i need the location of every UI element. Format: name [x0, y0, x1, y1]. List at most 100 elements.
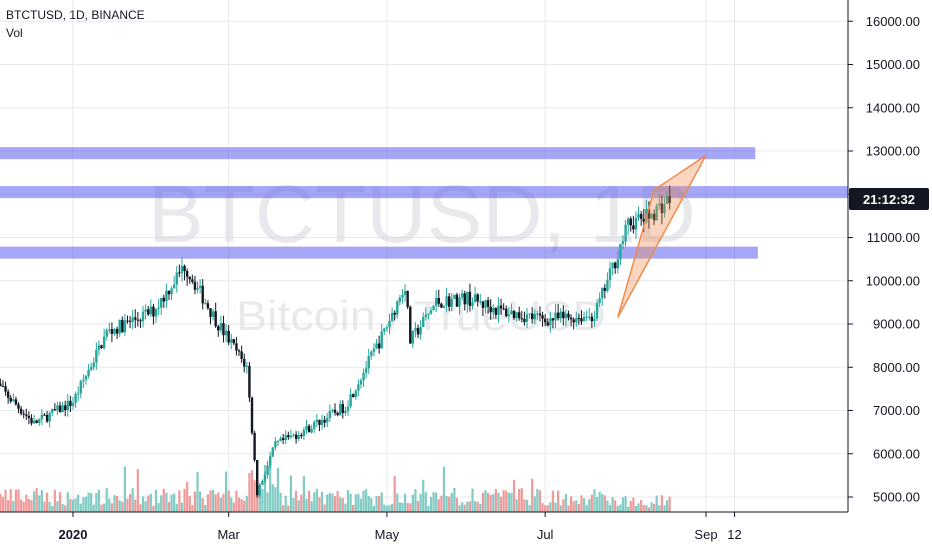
candle-body [590, 316, 594, 322]
candle-body [289, 435, 293, 438]
volume-bar [614, 500, 617, 512]
horizontal-zone[interactable] [0, 246, 758, 259]
volume-bar [253, 480, 256, 512]
volume-bar [354, 494, 357, 512]
candle-body [401, 295, 404, 298]
volume-bar [310, 501, 313, 512]
volume-bar [499, 496, 503, 512]
horizontal-zones[interactable] [0, 147, 848, 259]
volume-bar [484, 490, 487, 512]
volume-bar [40, 490, 43, 512]
volume-bar [53, 489, 56, 512]
candle-body [637, 213, 640, 218]
candle-body [35, 420, 38, 423]
candle-body [123, 320, 127, 333]
candle-body [370, 351, 373, 356]
candle-body [380, 331, 383, 349]
candlestick-series[interactable] [0, 185, 671, 498]
volume-bar [118, 500, 121, 512]
candle-body [240, 351, 243, 359]
volume-bar [608, 504, 612, 512]
volume-bar [640, 499, 643, 512]
candle-body [616, 259, 619, 269]
candle-body [76, 393, 80, 395]
symbol-title[interactable]: BTCTUSD, 1D, BINANCE [6, 8, 145, 22]
volume-bar [575, 500, 578, 512]
candle-body [175, 272, 178, 285]
volume-indicator-label[interactable]: Vol [6, 26, 23, 40]
price-tick-label: 7000.00 [873, 403, 920, 418]
wedge-drawing[interactable] [617, 154, 707, 318]
candle-body [230, 339, 233, 343]
candle-body [442, 305, 446, 308]
volume-bar [230, 497, 233, 512]
volume-bar [258, 493, 261, 512]
candle-body [1, 385, 5, 387]
candle-body [12, 399, 15, 402]
volume-bar [595, 497, 599, 512]
candle-body [634, 217, 638, 230]
candle-body [9, 397, 12, 402]
candle-body [320, 419, 324, 425]
volume-bar [557, 490, 560, 512]
candle-body [32, 420, 36, 424]
candle-body [512, 310, 516, 319]
volume-bar [295, 490, 298, 512]
volume-bar [481, 492, 484, 512]
volume-bar [357, 493, 360, 512]
volume-bar [128, 494, 132, 512]
candle-body [575, 318, 578, 323]
candle-body [198, 285, 202, 288]
volume-bar [20, 499, 23, 512]
candle-body [606, 279, 609, 291]
candle-body [476, 294, 479, 302]
horizontal-zone[interactable] [0, 147, 756, 160]
wedge-shape[interactable] [617, 154, 707, 318]
candle-body [331, 409, 334, 411]
candle-body [450, 298, 453, 307]
candle-body [297, 435, 300, 439]
candle-body [437, 297, 440, 304]
volume-bar [665, 500, 669, 512]
volume-bar [305, 498, 308, 512]
volume-bar [515, 499, 518, 512]
volume-bar [474, 501, 477, 512]
price-axis[interactable]: 5000.00 6000.00 7000.00 8000.00 9000.00 10000… [847, 0, 929, 512]
candle-body [232, 339, 236, 344]
candle-body [287, 435, 290, 438]
candle-body [390, 312, 394, 321]
volume-bar [634, 506, 638, 512]
volume-bar [396, 493, 399, 512]
volume-bar [453, 487, 456, 512]
candle-body [569, 317, 573, 320]
candle-body [110, 329, 114, 334]
time-axis[interactable]: 2020 Mar May Jul Sep 12 [0, 511, 848, 542]
price-tick-label: 16000.00 [866, 14, 920, 29]
candle-body [642, 218, 645, 222]
candle-body [115, 328, 119, 334]
candle-body [603, 287, 607, 291]
candle-body [492, 308, 495, 313]
volume-bar [300, 494, 303, 512]
volume-bar [341, 498, 344, 512]
candle-body [45, 414, 49, 422]
candle-body [261, 480, 264, 485]
volume-bar [489, 494, 492, 512]
horizontal-zone[interactable] [0, 186, 848, 199]
candle-body [235, 343, 238, 351]
volume-bar [406, 503, 409, 512]
volume-bar [232, 502, 235, 512]
candle-body [64, 405, 67, 411]
candle-body [411, 331, 415, 344]
candle-body [121, 319, 124, 333]
volume-bar [186, 482, 189, 512]
volume-bar [339, 497, 342, 512]
candle-body [388, 320, 391, 328]
volume-bar [546, 505, 549, 512]
candle-body [530, 313, 534, 320]
candle-body [349, 394, 352, 407]
candle-body [429, 310, 433, 314]
candle-body [598, 298, 601, 304]
volume-bar [4, 489, 7, 512]
